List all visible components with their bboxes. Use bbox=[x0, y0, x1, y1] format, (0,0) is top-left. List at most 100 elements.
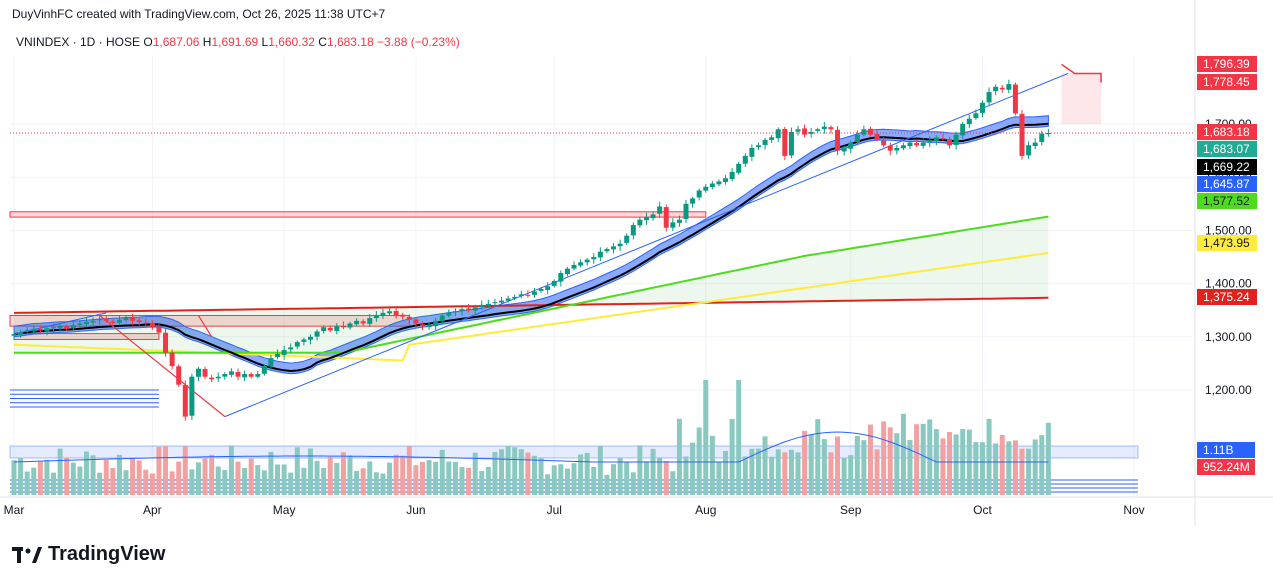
price-label-bg bbox=[1197, 56, 1257, 72]
x-tick-label: Aug bbox=[695, 503, 716, 517]
volume-bar bbox=[505, 445, 511, 495]
volume-bar bbox=[578, 454, 584, 495]
volume-bar bbox=[176, 461, 182, 495]
candle-body bbox=[690, 198, 696, 204]
price-label-bg bbox=[1197, 159, 1257, 175]
price-label: 1,669.22 bbox=[1197, 159, 1257, 175]
volume-bar bbox=[630, 472, 636, 495]
volume-bar bbox=[24, 471, 30, 495]
candle-body bbox=[44, 328, 50, 332]
volume-bar bbox=[821, 439, 827, 495]
volume-bar bbox=[242, 468, 248, 495]
volume-bar bbox=[261, 470, 267, 495]
candle-body bbox=[894, 147, 900, 151]
volume-bar bbox=[354, 470, 360, 495]
volume-bar bbox=[802, 431, 808, 495]
volume-bar bbox=[248, 458, 254, 495]
volume-bar bbox=[591, 466, 597, 495]
candle-body bbox=[419, 324, 425, 327]
price-label: 1,796.39 bbox=[1197, 56, 1257, 72]
price-label-bg bbox=[1197, 235, 1257, 251]
price-label-text: 1,683.07 bbox=[1203, 142, 1250, 156]
candle-body bbox=[874, 133, 880, 140]
x-tick-label: Jun bbox=[406, 503, 425, 517]
volume-bar bbox=[347, 455, 353, 495]
candle-body bbox=[907, 142, 913, 147]
candle-body bbox=[617, 243, 623, 247]
volume-bar bbox=[452, 461, 458, 495]
price-label-text: 1,796.39 bbox=[1203, 57, 1250, 71]
candle-body bbox=[189, 376, 195, 416]
x-tick-label: Sep bbox=[840, 503, 862, 517]
volume-bar bbox=[927, 419, 933, 495]
x-tick-label: May bbox=[273, 503, 296, 517]
candle-body bbox=[31, 328, 37, 332]
volume-bar bbox=[110, 467, 116, 495]
candle-body bbox=[413, 319, 419, 324]
volume-bar bbox=[485, 466, 491, 495]
symbol-legend: VNINDEX · 1D · HOSE O1,687.06 H1,691.69 … bbox=[16, 35, 460, 49]
price-label-text: 1,645.87 bbox=[1203, 177, 1250, 191]
volume-bar bbox=[327, 456, 333, 495]
price-label-bg bbox=[1197, 74, 1257, 90]
volume-bar bbox=[18, 458, 24, 495]
high-label: H bbox=[202, 35, 212, 49]
candle-body bbox=[439, 315, 445, 322]
volume-bar bbox=[999, 435, 1005, 495]
x-tick-label: Jul bbox=[547, 503, 562, 517]
volume-bar bbox=[373, 472, 379, 495]
price-axis[interactable]: 1,200.001,300.001,400.001,500.001,600.00… bbox=[1194, 0, 1257, 525]
volume-bar bbox=[228, 445, 234, 495]
candle-body bbox=[393, 311, 399, 316]
volume-bar bbox=[70, 462, 76, 495]
symbol-name[interactable]: VNINDEX · 1D · HOSE bbox=[16, 35, 141, 49]
volume-bar bbox=[37, 461, 43, 495]
candle-body bbox=[426, 325, 432, 328]
candle-body bbox=[947, 139, 953, 146]
price-label: 1,683.07 bbox=[1197, 141, 1257, 157]
candle-body bbox=[209, 377, 215, 380]
chart-credit: DuyVinhFC created with TradingView.com, … bbox=[12, 7, 386, 21]
volume-bar bbox=[742, 456, 748, 495]
change-value: −3.88 (−0.23%) bbox=[377, 35, 460, 49]
candle-body bbox=[288, 347, 294, 350]
candle-body bbox=[775, 129, 781, 139]
volume-bar bbox=[11, 460, 17, 495]
price-label: 1,473.95 bbox=[1197, 235, 1257, 251]
candle-body bbox=[900, 145, 906, 149]
open-value: 1,687.06 bbox=[152, 35, 200, 49]
close-label: C bbox=[318, 35, 327, 49]
candle-body bbox=[169, 352, 175, 367]
price-label-bg bbox=[1197, 176, 1257, 192]
candle-body bbox=[466, 308, 472, 311]
volume-bar bbox=[123, 470, 129, 495]
volume-bar bbox=[189, 469, 195, 495]
price-label: 1,645.87 bbox=[1197, 176, 1257, 192]
volume-bar bbox=[663, 460, 669, 495]
volume-bar bbox=[307, 448, 313, 495]
volume-bar bbox=[861, 440, 867, 495]
volume-bar bbox=[525, 452, 531, 495]
candle-body bbox=[452, 311, 458, 313]
volume-bar bbox=[808, 434, 814, 495]
volume-bar bbox=[222, 469, 228, 495]
price-label-text: 1,577.52 bbox=[1203, 194, 1250, 208]
volume-bar bbox=[564, 468, 570, 495]
candle-body bbox=[485, 303, 491, 306]
volume-bar bbox=[1006, 441, 1012, 495]
zone-box bbox=[9, 211, 707, 218]
price-label-text: 1,669.22 bbox=[1203, 160, 1250, 174]
volume-bar bbox=[867, 424, 873, 495]
price-label: 1,577.52 bbox=[1197, 193, 1257, 209]
candle-body bbox=[459, 309, 465, 311]
time-axis[interactable]: Mar Apr May Jun Jul Aug Sep Oct Nov bbox=[0, 496, 1273, 517]
volume-bar bbox=[380, 473, 386, 495]
volume-bar bbox=[979, 442, 985, 495]
volume-bar bbox=[683, 456, 689, 495]
volume-bar bbox=[195, 462, 201, 495]
tradingview-logo[interactable]: TradingView bbox=[12, 543, 165, 566]
candle-body bbox=[163, 332, 169, 353]
candle-body bbox=[841, 147, 847, 152]
volume-bar bbox=[255, 465, 261, 495]
